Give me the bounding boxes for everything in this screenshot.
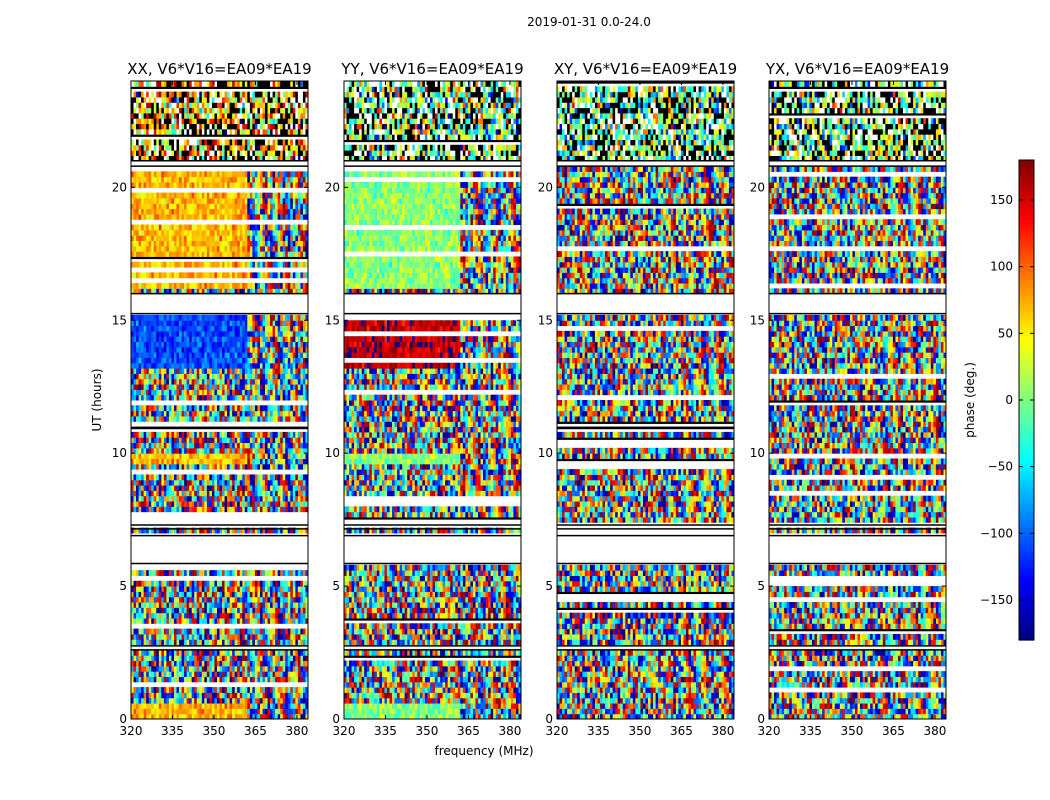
panel-frame [556, 80, 735, 720]
x-tick-label: 380 [285, 724, 308, 738]
y-tick-label: 0 [119, 712, 127, 726]
y-tick-label: 20 [750, 180, 765, 194]
phase-heatmap [131, 81, 308, 719]
y-tick-label: 15 [538, 313, 553, 327]
x-tick-label: 335 [587, 724, 610, 738]
x-tick-label: 350 [203, 724, 226, 738]
panel-frame [768, 80, 947, 720]
phase-heatmap [557, 81, 734, 719]
y-tick-label: 5 [545, 579, 553, 593]
x-tick-label: 380 [498, 724, 521, 738]
x-tick-label: 350 [841, 724, 864, 738]
figure-suptitle: 2019-01-31 0.0-24.0 [527, 15, 651, 29]
y-tick-label: 20 [112, 180, 127, 194]
x-tick-label: 350 [416, 724, 439, 738]
y-tick-label: 10 [112, 446, 127, 460]
panel-title: XY, V6*V16=EA09*EA19 [554, 60, 737, 78]
panel-frame [343, 80, 522, 720]
y-tick-label: 10 [325, 446, 340, 460]
panel-3: XY, V6*V16=EA09*EA19 320 335 350 365 380 0 5 10 1… [538, 60, 737, 738]
y-tick-label: 15 [325, 313, 340, 327]
x-tick-label: 350 [629, 724, 652, 738]
x-tick-label: 335 [799, 724, 822, 738]
y-axis-label: UT (hours) [90, 368, 104, 431]
colorbar-tick-label: −50 [988, 460, 1013, 474]
x-tick-label: 335 [161, 724, 184, 738]
y-tick-label: 5 [332, 579, 340, 593]
phase-heatmap [769, 81, 946, 719]
y-tick-label: 5 [757, 579, 765, 593]
y-tick-label: 15 [112, 313, 127, 327]
panel-2: YY, V6*V16=EA09*EA19 320 335 350 365 380 0 5 10 1… [325, 60, 524, 738]
x-tick-label: 320 [333, 724, 356, 738]
x-tick-label: 365 [244, 724, 267, 738]
colorbar-tick-label: 100 [990, 260, 1013, 274]
colorbar-tick-label: 150 [990, 193, 1013, 207]
y-tick-label: 10 [538, 446, 553, 460]
x-tick-label: 365 [882, 724, 905, 738]
x-tick-label: 365 [457, 724, 480, 738]
y-tick-label: 5 [119, 579, 127, 593]
colorbar-tick-label: −150 [980, 593, 1013, 607]
colorbar-label: phase (deg.) [963, 362, 977, 438]
colorbar-tick-label: 50 [998, 326, 1013, 340]
panels: XX, V6*V16=EA09*EA19 320 335 350 365 380 0 5 10 1… [112, 60, 949, 738]
y-tick-label: 10 [750, 446, 765, 460]
x-tick-label: 380 [711, 724, 734, 738]
phase-heatmap [344, 81, 521, 719]
panel-4: YX, V6*V16=EA09*EA19 320 335 350 365 380 0 5 10 1… [750, 60, 949, 738]
y-tick-label: 0 [332, 712, 340, 726]
x-axis-label: frequency (MHz) [434, 744, 533, 758]
y-tick-label: 20 [538, 180, 553, 194]
x-tick-label: 365 [670, 724, 693, 738]
x-tick-label: 335 [374, 724, 397, 738]
y-tick-label: 15 [750, 313, 765, 327]
y-tick-label: 0 [545, 712, 553, 726]
panel-1: XX, V6*V16=EA09*EA19 320 335 350 365 380 0 5 10 1… [112, 60, 312, 738]
panel-title: YY, V6*V16=EA09*EA19 [340, 60, 523, 78]
colorbar: 150 100 50 0 −50 −100 −150 [980, 159, 1035, 641]
panel-title: XX, V6*V16=EA09*EA19 [127, 60, 311, 78]
colorbar-tick-label: −100 [980, 526, 1013, 540]
x-tick-label: 320 [120, 724, 143, 738]
panel-frame [130, 80, 309, 720]
y-tick-label: 20 [325, 180, 340, 194]
colorbar-tick-label: 0 [1005, 393, 1013, 407]
x-tick-label: 320 [546, 724, 569, 738]
panel-title: YX, V6*V16=EA09*EA19 [765, 60, 949, 78]
x-tick-label: 380 [923, 724, 946, 738]
x-tick-label: 320 [758, 724, 781, 738]
y-tick-label: 0 [757, 712, 765, 726]
